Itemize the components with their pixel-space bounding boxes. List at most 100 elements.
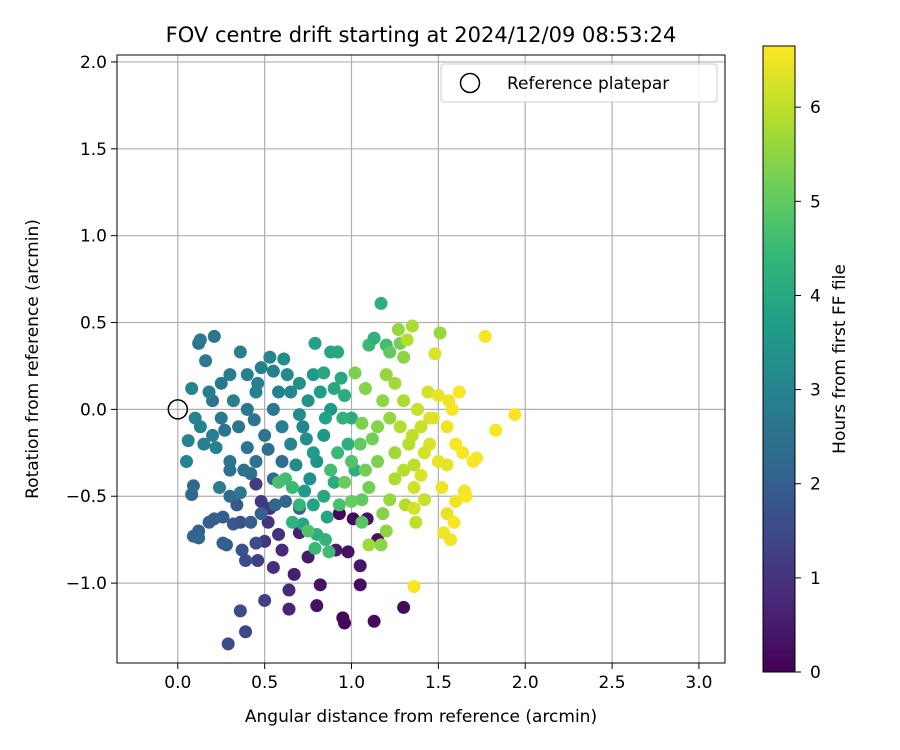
data-point — [365, 432, 379, 446]
data-point — [249, 536, 263, 550]
data-point — [266, 402, 280, 416]
data-point — [284, 385, 298, 399]
data-point — [301, 550, 315, 564]
data-point — [338, 616, 352, 630]
legend-box — [440, 63, 718, 103]
data-point — [411, 402, 425, 416]
data-point — [254, 361, 268, 375]
data-point — [383, 411, 397, 425]
data-point — [230, 498, 244, 512]
data-point — [433, 326, 447, 340]
data-point — [275, 454, 289, 468]
data-point — [417, 493, 431, 507]
data-point — [272, 527, 286, 541]
data-point — [444, 533, 458, 547]
data-point — [508, 408, 522, 422]
data-point — [327, 475, 341, 489]
data-point — [306, 368, 320, 382]
colorbar-tick-label: 2 — [810, 475, 821, 495]
data-point — [397, 463, 411, 477]
grid-lines — [117, 55, 725, 663]
data-point — [318, 411, 332, 425]
data-point — [428, 347, 442, 361]
data-point — [435, 481, 449, 495]
data-point — [193, 420, 207, 434]
data-point — [371, 454, 385, 468]
data-point — [355, 416, 369, 430]
data-point — [261, 442, 275, 456]
data-point — [237, 463, 251, 477]
data-point — [388, 446, 402, 460]
data-point — [218, 423, 232, 437]
data-point — [282, 602, 296, 616]
x-axis-ticks: 0.0 0.5 1.0 1.5 2.0 2.5 3.0 — [164, 663, 712, 693]
data-point — [376, 507, 390, 521]
data-point — [407, 501, 421, 515]
y-tick-label: −0.5 — [66, 487, 107, 507]
colorbar-gradient — [762, 45, 796, 673]
data-point — [397, 600, 411, 614]
data-point — [287, 567, 301, 581]
data-point — [440, 458, 454, 472]
y-tick-label: 0.0 — [80, 400, 107, 420]
data-point — [254, 507, 268, 521]
data-point — [313, 385, 327, 399]
data-point — [272, 385, 286, 399]
data-point — [202, 385, 216, 399]
data-point — [233, 604, 247, 618]
data-point — [308, 541, 322, 555]
data-point — [251, 376, 265, 390]
y-tick-label: 1.0 — [80, 227, 107, 247]
data-point — [313, 578, 327, 592]
data-point — [235, 543, 249, 557]
data-point — [331, 345, 345, 359]
data-point — [214, 376, 228, 390]
legend: Reference platepar — [440, 63, 718, 103]
colorbar: 0 1 2 3 4 5 6 Hours from first FF file — [762, 45, 850, 683]
data-point — [449, 437, 463, 451]
data-point — [186, 479, 200, 493]
data-point — [353, 437, 367, 451]
data-point — [244, 515, 258, 529]
data-point — [320, 510, 334, 524]
chart-title: FOV centre drift starting at 2024/12/09 … — [166, 23, 677, 47]
data-point — [367, 331, 381, 345]
data-point — [296, 420, 310, 434]
data-point — [280, 368, 294, 382]
legend-marker — [459, 72, 481, 94]
colorbar-tick-label: 1 — [810, 569, 821, 589]
data-point — [221, 637, 235, 651]
data-point — [258, 593, 272, 607]
y-axis-label: Rotation from reference (arcmin) — [23, 219, 43, 499]
x-tick-label: 3.0 — [685, 673, 712, 693]
data-point — [409, 515, 423, 529]
data-point — [379, 368, 393, 382]
data-point — [303, 472, 317, 486]
data-point — [358, 382, 372, 396]
colorbar-ticks: 0 1 2 3 4 5 6 — [795, 98, 821, 683]
data-point — [223, 368, 237, 382]
data-point — [233, 345, 247, 359]
data-point — [263, 350, 277, 364]
x-tick-label: 0.0 — [164, 673, 191, 693]
data-point — [193, 333, 207, 347]
data-point — [345, 494, 359, 508]
data-point — [405, 319, 419, 333]
data-point — [334, 371, 348, 385]
data-point — [417, 446, 431, 460]
data-point — [400, 333, 414, 347]
data-point — [266, 364, 280, 378]
data-point — [327, 382, 341, 396]
data-point — [301, 524, 315, 538]
data-point — [223, 489, 237, 503]
data-point — [407, 580, 421, 594]
data-point — [289, 458, 303, 472]
data-point — [449, 494, 463, 508]
data-point — [301, 394, 315, 408]
data-point — [478, 329, 492, 343]
data-point — [459, 489, 473, 503]
data-point — [355, 493, 369, 507]
data-point — [393, 420, 407, 434]
data-point — [239, 554, 253, 568]
